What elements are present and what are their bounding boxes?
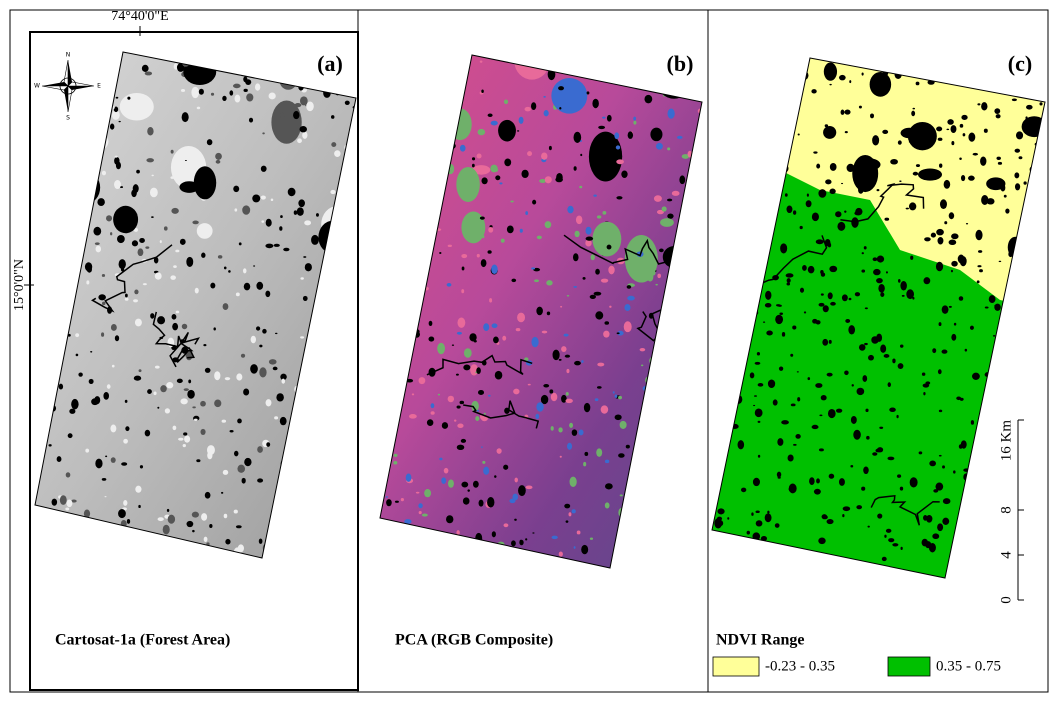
scale-label: 16 Km [998, 420, 1014, 462]
scale-label: 0 [998, 596, 1014, 604]
panel-caption: PCA (RGB Composite) [395, 632, 553, 649]
map-pca [371, 44, 708, 580]
panel-label: (b) [667, 51, 694, 76]
figure: 74°40'0"E 15°0'0"N N S E W (a) (b) (c) C… [0, 0, 1054, 702]
scale-label: 8 [998, 506, 1014, 514]
scale-label: 4 [998, 551, 1014, 559]
legend-title: NDVI Range [716, 632, 804, 649]
legend-label: -0.23 - 0.35 [765, 658, 835, 674]
compass-n: N [66, 52, 71, 59]
panel-caption: Cartosat-1a (Forest Area) [55, 632, 230, 649]
panel-label: (a) [317, 51, 343, 76]
compass-e: E [97, 83, 101, 90]
panel-label: (c) [1008, 51, 1032, 76]
compass-s: S [66, 115, 70, 122]
map-cartosat [23, 30, 419, 578]
legend-swatch [888, 657, 930, 676]
legend: -0.23 - 0.35 0.35 - 0.75 [713, 657, 1001, 676]
map-ndvi [707, 41, 1054, 580]
legend-label: 0.35 - 0.75 [936, 658, 1001, 674]
compass-w: W [34, 83, 40, 90]
legend-swatch [713, 657, 759, 676]
longitude-label: 74°40'0"E [111, 9, 168, 24]
compass: N S E W [34, 52, 101, 122]
latitude-label: 15°0'0"N [12, 259, 27, 311]
scale-bar: 0 4 8 16 Km [998, 420, 1024, 604]
